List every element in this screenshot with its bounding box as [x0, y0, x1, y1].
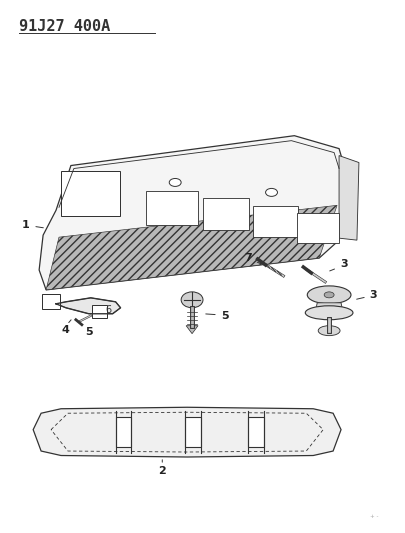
FancyBboxPatch shape: [296, 213, 338, 243]
Polygon shape: [39, 136, 343, 290]
Polygon shape: [33, 407, 340, 457]
Text: 6: 6: [105, 305, 111, 315]
Polygon shape: [46, 205, 336, 290]
Text: 3: 3: [339, 259, 347, 269]
Polygon shape: [338, 156, 358, 240]
FancyBboxPatch shape: [185, 417, 200, 447]
FancyBboxPatch shape: [61, 171, 119, 216]
Text: 3: 3: [368, 290, 376, 300]
FancyBboxPatch shape: [202, 198, 248, 230]
Ellipse shape: [307, 286, 350, 304]
Text: 5: 5: [220, 311, 228, 321]
FancyBboxPatch shape: [247, 417, 263, 447]
Text: 2: 2: [158, 466, 166, 476]
Text: + -: + -: [369, 514, 378, 519]
FancyBboxPatch shape: [92, 305, 107, 318]
FancyBboxPatch shape: [42, 294, 60, 309]
FancyBboxPatch shape: [115, 417, 131, 447]
Ellipse shape: [181, 292, 202, 308]
Ellipse shape: [169, 179, 181, 187]
Text: 91J27 400A: 91J27 400A: [19, 19, 110, 34]
Polygon shape: [314, 303, 342, 313]
Polygon shape: [185, 326, 198, 334]
Ellipse shape: [305, 306, 352, 320]
Ellipse shape: [323, 292, 333, 298]
Ellipse shape: [318, 326, 339, 336]
Text: 1: 1: [21, 220, 29, 230]
Polygon shape: [56, 298, 120, 314]
FancyBboxPatch shape: [252, 206, 298, 237]
Text: 4: 4: [61, 325, 69, 335]
Text: 5: 5: [85, 327, 92, 337]
FancyBboxPatch shape: [146, 191, 198, 225]
Ellipse shape: [265, 188, 277, 196]
Text: 7: 7: [243, 253, 251, 263]
